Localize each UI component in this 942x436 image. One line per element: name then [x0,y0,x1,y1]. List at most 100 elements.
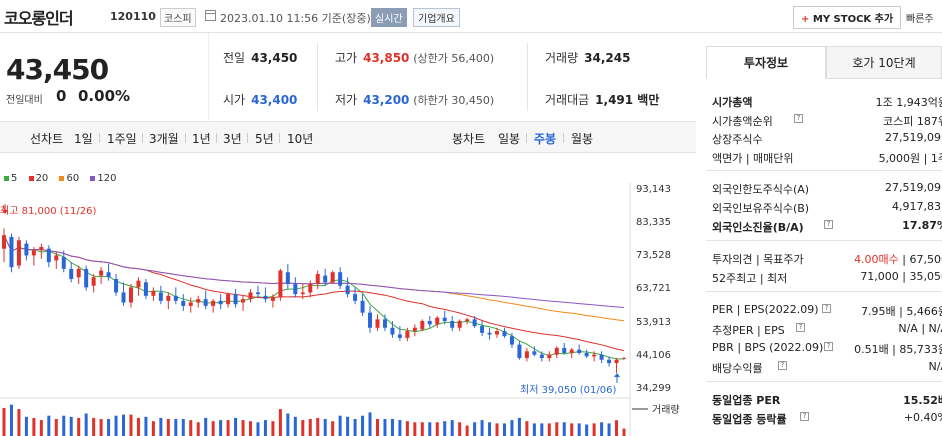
candle-body [450,321,455,328]
candle-body [24,243,29,256]
divider [527,43,528,111]
tab-1year[interactable]: 1년 [192,132,211,146]
candle-body [173,295,178,301]
volume-bar [570,423,574,436]
volume-bar [316,417,320,436]
divider [706,381,942,382]
help-icon[interactable]: ? [778,361,787,370]
candle-body [509,336,514,345]
volume-bar [525,421,529,436]
candle-body [547,354,552,359]
tab-1day[interactable]: 1일 [74,132,93,146]
volume-bar [293,416,297,436]
tab-10year[interactable]: 10년 [287,132,314,146]
volume-bar [159,417,163,436]
candle-body [607,359,612,364]
tab-daily[interactable]: 일봉 [498,132,521,146]
volume-bar [555,422,559,436]
volume-bar [517,417,521,436]
candle-body [203,299,208,306]
mystock-add-button[interactable]: + MY STOCK 추가 [793,6,902,29]
candle-body [368,312,373,328]
candle-body [420,321,425,330]
candle-body [308,284,313,293]
candle-body [2,235,6,249]
tab-monthly[interactable]: 월봉 [571,132,594,146]
tab-5year[interactable]: 5년 [255,132,274,146]
candle-body [31,250,36,256]
y-tick: 34,299 [636,383,671,394]
help-icon[interactable]: ? [800,412,809,421]
plus-icon: + [801,14,813,25]
legend-swatch [28,175,34,181]
legend-swatch [90,175,96,181]
candle-body [248,292,253,300]
candle-body [472,319,477,327]
volume-bar [600,422,604,436]
stock-chart[interactable]: 5 20 60 120 93,143 83,335 73,528 63,721 … [0,153,696,436]
volume-bar [286,413,290,436]
help-icon[interactable]: ? [824,220,833,229]
volume-axis-label: 거래량 [652,404,680,416]
candle-body [255,292,260,295]
divider [706,170,942,171]
volume-bar [435,422,439,436]
tab-separator [99,133,100,143]
legend-ma120: 120 [90,173,117,184]
change-value: 0 [56,87,67,105]
candle-body [91,277,96,286]
volume-bar [226,420,230,436]
candle-body [278,270,283,298]
tab-invest-info[interactable]: 투자정보 [706,46,826,79]
y-tick: 53,913 [636,317,671,328]
volume-bar [39,420,43,436]
volume-bar [585,424,589,436]
candle-body [390,327,395,335]
volume-bar [398,420,402,436]
candle-body [315,273,320,285]
tab-3year[interactable]: 3년 [223,132,242,146]
candle-body [143,282,148,296]
candle-body [412,327,417,332]
volume-bar [17,409,21,436]
quick-order-link[interactable]: 빠른주 [906,14,934,25]
volume-bar [32,417,36,436]
stock-code: 120110 [110,10,156,23]
candle-body [285,272,290,285]
candle-body [196,299,201,303]
candle-body [188,302,193,306]
tab-separator [279,133,280,143]
realtime-badge[interactable]: 실시간 [371,8,407,27]
prev-close: 전일 43,450 [223,51,298,65]
volume-bar [234,417,238,436]
help-icon[interactable]: ? [822,304,831,313]
tab-1week[interactable]: 1주일 [107,132,137,146]
candles [2,228,626,374]
volume-bar [62,415,66,436]
candle-body [599,354,604,360]
volume-bar [181,419,185,436]
volume-bar [308,419,312,436]
help-icon[interactable]: ? [796,323,805,332]
calendar-icon [205,10,216,21]
mystock-label: MY STOCK 추가 [812,14,894,25]
candle-body [46,248,51,263]
volume-bar [615,420,619,436]
tab-weekly[interactable]: 주봉 [534,132,557,146]
help-icon[interactable]: ? [794,114,803,123]
divider [317,43,318,111]
volume-bar [107,419,111,436]
volume-bar [383,419,387,436]
volume-bar [562,422,566,436]
tab-3month[interactable]: 3개월 [149,132,179,146]
company-info-button[interactable]: 기업개요 [413,8,460,27]
help-icon[interactable]: ? [824,342,833,351]
tab-hoga[interactable]: 호가 10단계 [826,46,942,79]
ma-line-120 [3,234,625,308]
volume-bar [338,415,342,436]
volume-bar [47,415,51,436]
stock-name: 코오롱인더 [4,9,74,28]
candle-body [158,292,163,301]
divider [706,291,942,292]
volume-bar [547,423,551,436]
